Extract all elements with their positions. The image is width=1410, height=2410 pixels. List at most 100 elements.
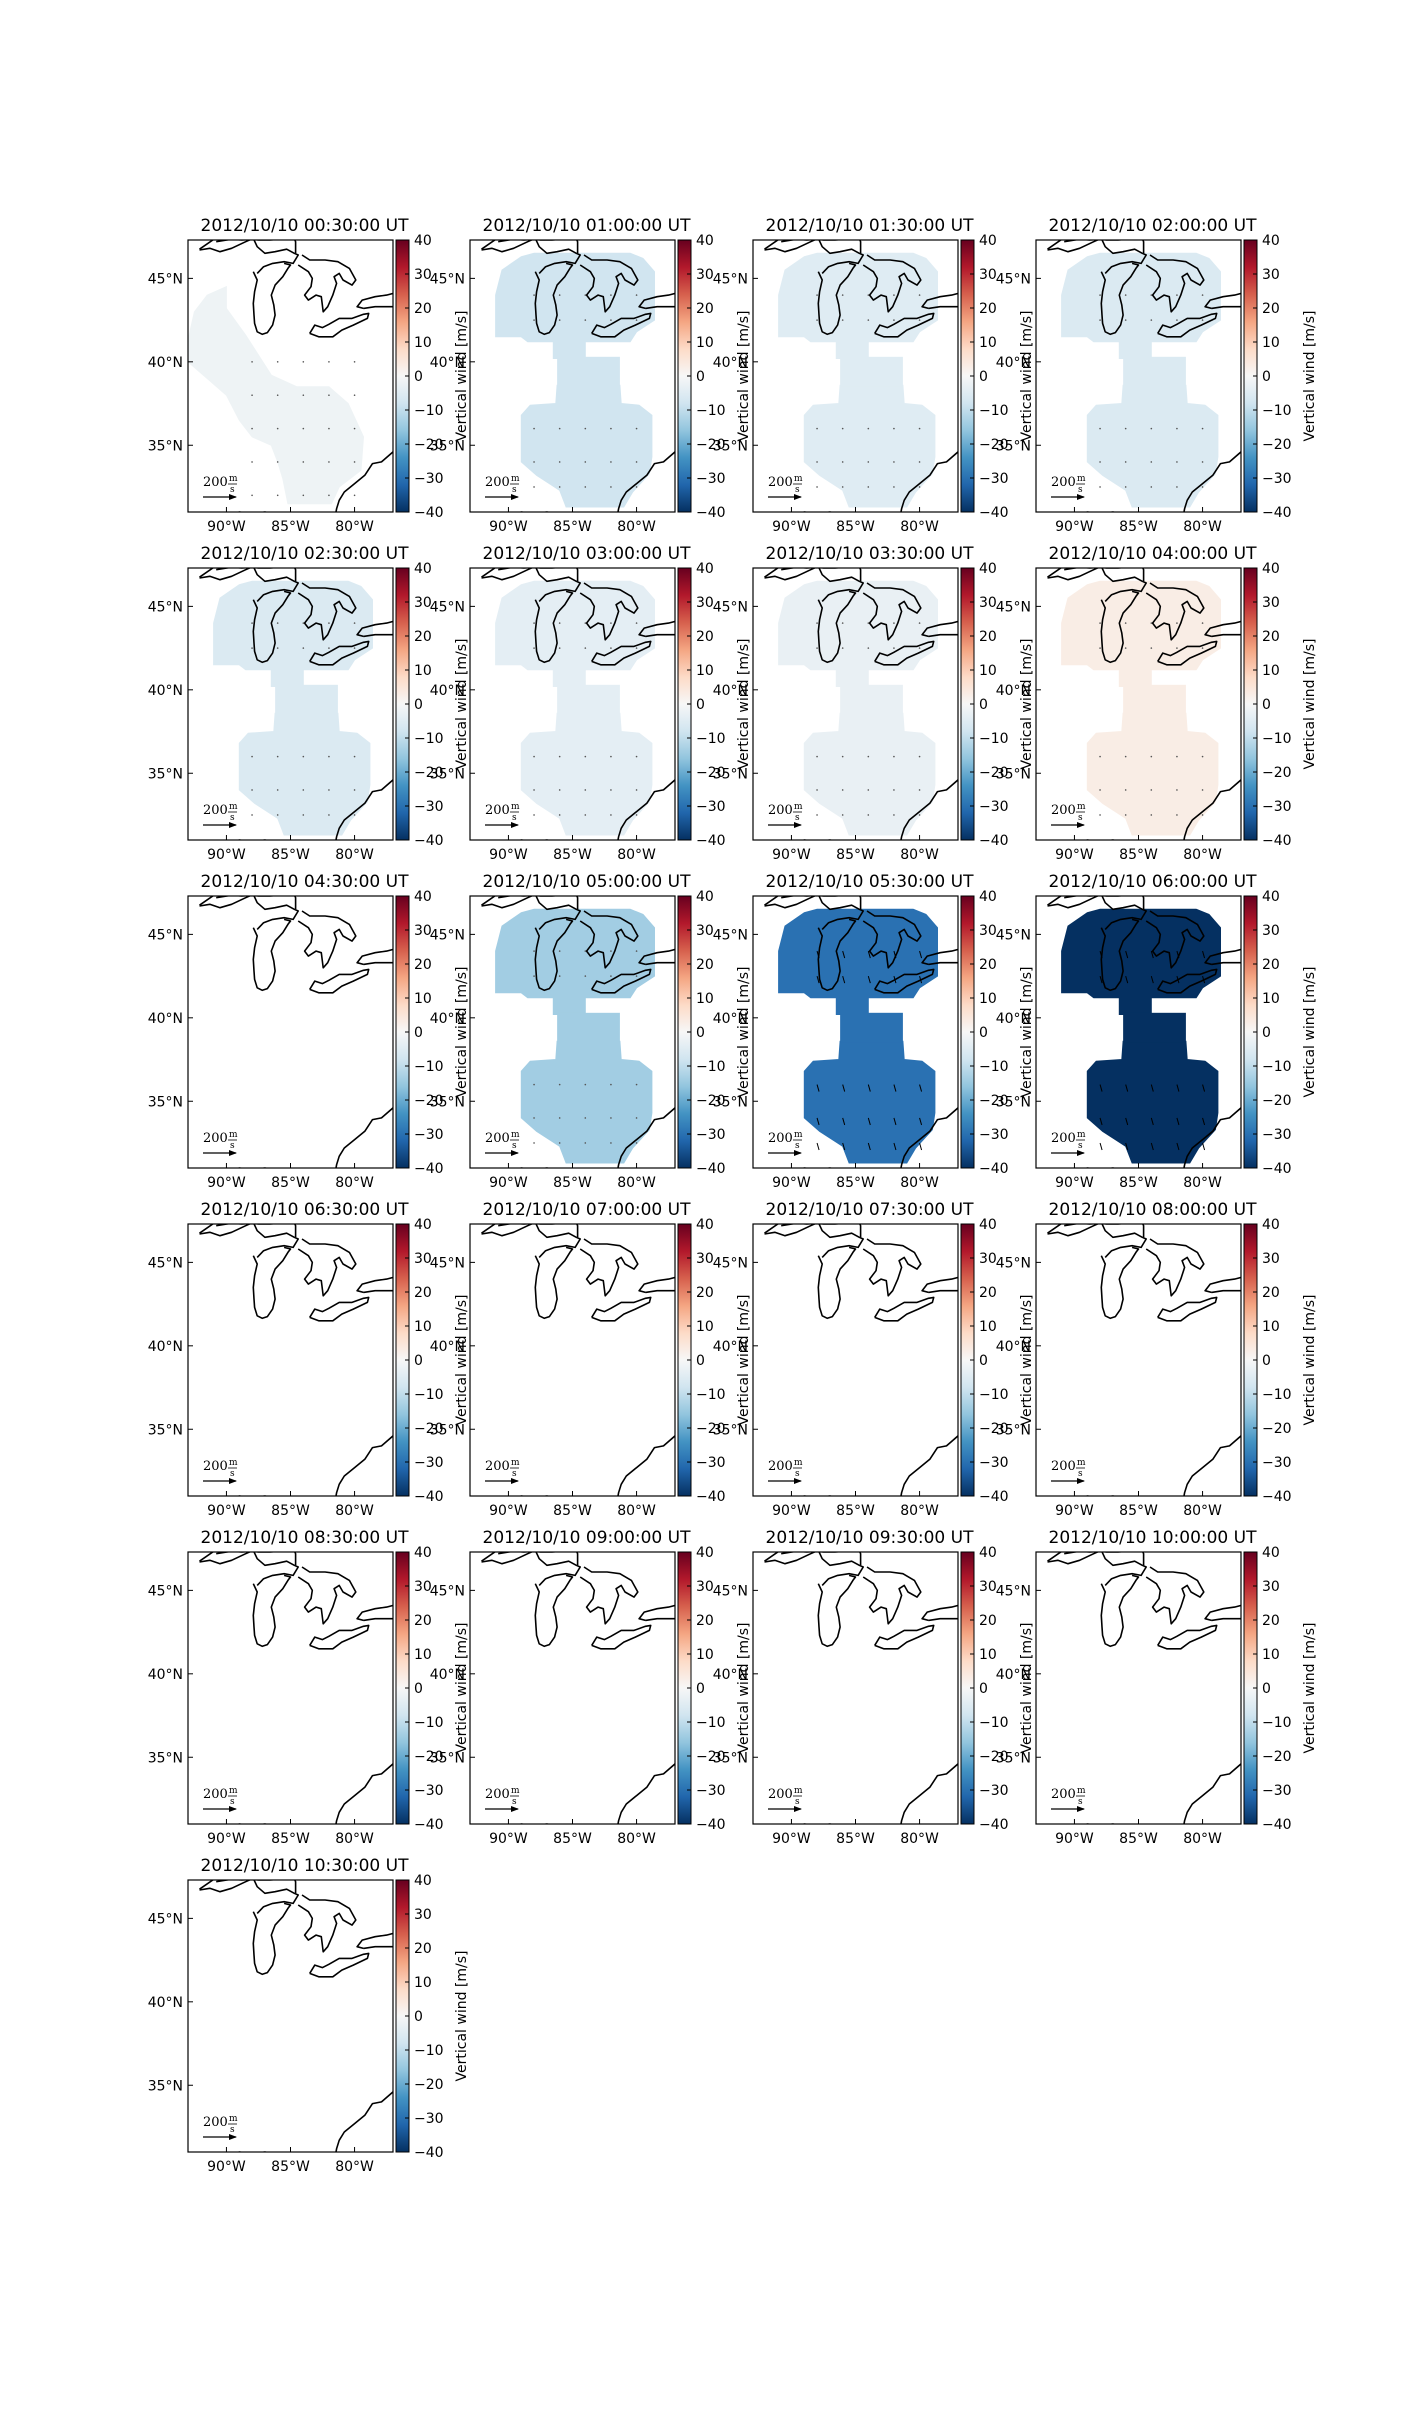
colorbar-tick-label: 10 — [979, 663, 997, 679]
colorbar-tick-label: −40 — [979, 505, 1009, 521]
wind-vector — [635, 294, 638, 296]
wind-vector — [584, 461, 587, 463]
wind-vector — [842, 1142, 846, 1151]
lon-tick-label: 80°W — [900, 847, 939, 863]
lat-tick-label: 40°N — [148, 355, 183, 371]
wind-region-neck — [557, 1012, 620, 1043]
lon-tick-label: 80°W — [617, 1503, 656, 1519]
colorbar-tick-label: −20 — [979, 765, 1009, 781]
scale-unit-num: m — [794, 1130, 803, 1140]
wind-vector — [584, 622, 587, 624]
colorbar-tick-label: −10 — [979, 1059, 1009, 1075]
wind-vector — [584, 950, 587, 952]
colorbar-tick-label: 0 — [414, 1353, 423, 1369]
wind-vector — [893, 622, 895, 624]
colorbar-label: Vertical wind [m/s] — [736, 967, 752, 1098]
colorbar-tick-label: −40 — [979, 1489, 1009, 1505]
map-background — [1036, 1552, 1241, 1824]
coastline — [335, 1107, 393, 1168]
map-area: 200 ms — [188, 240, 393, 512]
colorbar: 40 30 20 10 0 −10 −20 −30 −40 Vertical wind [m/s] — [1243, 561, 1318, 849]
lon-tick-label: 90°W — [489, 1831, 528, 1847]
colorbar-tick-label: −40 — [1262, 1489, 1292, 1505]
wind-vector — [610, 622, 612, 624]
wind-vector — [842, 975, 846, 984]
scale-unit-num: m — [229, 2114, 238, 2124]
coastline — [297, 910, 357, 969]
wind-vector — [1099, 461, 1101, 463]
wind-vector — [276, 647, 279, 649]
panel-title: 2012/10/10 01:00:00 UT — [483, 216, 692, 236]
wind-vector — [302, 461, 305, 463]
scale-arrow: 200 ms — [203, 1458, 238, 1484]
wind-vector — [251, 427, 253, 430]
lon-tick-label: 90°W — [489, 1175, 528, 1191]
scale-unit-den: s — [512, 813, 517, 823]
coastline — [874, 1296, 935, 1322]
coastline — [617, 451, 675, 512]
colorbar-tick-label: −20 — [696, 1749, 726, 1765]
lon-tick-label: 90°W — [1055, 1175, 1094, 1191]
wind-vector — [302, 647, 305, 649]
wind-vector — [251, 361, 253, 363]
wind-region-neck — [840, 684, 903, 715]
colorbar-tick-label: 40 — [696, 889, 714, 905]
colorbar-tick-label: −40 — [414, 2145, 444, 2161]
coastline — [638, 1604, 675, 1622]
scale-unit-num: m — [511, 474, 520, 484]
wind-vector — [1201, 427, 1204, 430]
map-area: 200 ms — [1036, 896, 1241, 1168]
colorbar-tick-label: −10 — [414, 1059, 444, 1075]
colorbar-label: Vertical wind [m/s] — [1302, 1623, 1318, 1754]
wind-vector — [893, 294, 895, 296]
lon-tick-label: 80°W — [335, 1175, 374, 1191]
colorbar-tick-label: −30 — [979, 799, 1009, 815]
coastline — [297, 1894, 357, 1953]
colorbar: 40 30 20 10 0 −10 −20 −30 −40 Vertical wind [m/s] — [677, 561, 752, 849]
wind-vector — [816, 486, 818, 488]
wind-vector — [276, 622, 279, 624]
scale-value: 200 — [1051, 803, 1076, 818]
wind-vector — [610, 1083, 612, 1086]
scale-unit-den: s — [795, 1797, 800, 1807]
lat-tick-label: 45°N — [430, 599, 465, 615]
colorbar: 40 30 20 10 0 −10 −20 −30 −40 Vertical wind [m/s] — [395, 233, 470, 521]
scale-unit-num: m — [229, 474, 238, 484]
wind-vector — [251, 647, 253, 649]
colorbar-label: Vertical wind [m/s] — [736, 1623, 752, 1754]
lon-tick-label: 80°W — [617, 519, 656, 535]
wind-vector — [558, 294, 561, 296]
lat-tick-label: 35°N — [996, 766, 1031, 782]
wind-vector — [1202, 1117, 1206, 1126]
wind-vector — [1202, 1142, 1206, 1151]
wind-vector — [558, 427, 561, 430]
colorbar-tick-label: −10 — [696, 731, 726, 747]
wind-vector — [1099, 486, 1101, 488]
scale-value: 200 — [768, 1787, 793, 1802]
colorbar-tick-label: 30 — [1262, 1579, 1280, 1595]
lon-tick-label: 85°W — [836, 519, 875, 535]
wind-vector — [1176, 789, 1178, 791]
colorbar-tick-label: 10 — [414, 335, 432, 351]
coastline — [309, 968, 370, 994]
coastline — [638, 948, 675, 966]
colorbar-tick-label: 20 — [1262, 629, 1280, 645]
scale-unit-num: m — [1077, 474, 1086, 484]
colorbar-label: Vertical wind [m/s] — [1019, 311, 1035, 442]
colorbar-tick-label: −30 — [979, 1455, 1009, 1471]
colorbar-tick-label: 10 — [1262, 991, 1280, 1007]
colorbar: 40 30 20 10 0 −10 −20 −30 −40 Vertical wind [m/s] — [1243, 1545, 1318, 1833]
colorbar-tick-label: 30 — [696, 595, 714, 611]
colorbar-tick-label: 10 — [696, 1319, 714, 1335]
scale-arrow: 200 ms — [1051, 1786, 1086, 1812]
lon-tick-label: 80°W — [617, 1175, 656, 1191]
colorbar-tick-label: 0 — [696, 1681, 705, 1697]
wind-vector — [584, 427, 587, 430]
wind-vector — [1124, 461, 1127, 463]
scale-unit-den: s — [230, 2125, 235, 2135]
scale-unit-den: s — [230, 1797, 235, 1807]
scale-value: 200 — [203, 475, 228, 490]
colorbar-tick-label: −10 — [696, 1387, 726, 1403]
